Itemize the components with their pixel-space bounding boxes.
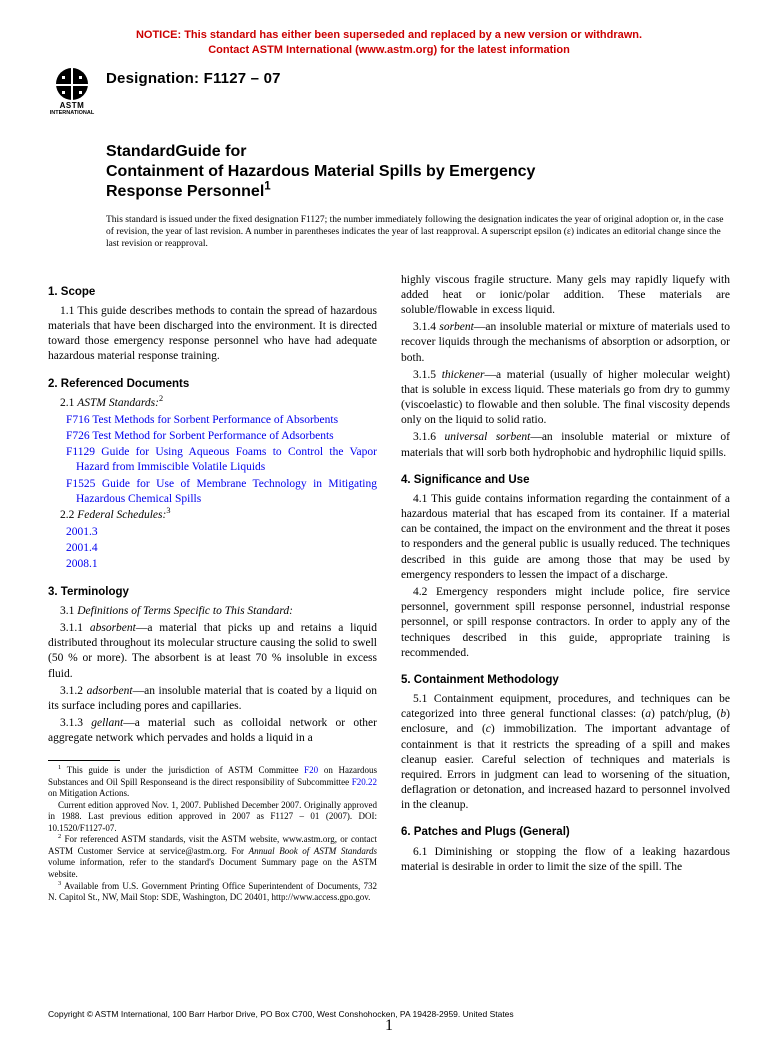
s1-p1: 1.1 This guide describes methods to cont… [48,304,377,365]
s5-p1: 5.1 Containment equipment, procedures, a… [401,692,730,813]
fn1: 1 This guide is under the jurisdiction o… [48,765,377,800]
s1-head: 1. Scope [48,285,377,300]
body-columns: 1. Scope 1.1 This guide describes method… [48,273,730,904]
notice-banner: NOTICE: This standard has either been su… [48,28,730,58]
designation: Designation: F1127 – 07 [106,70,281,87]
title-line1: StandardGuide for [106,142,730,162]
s2-r1: F716 Test Methods for Sorbent Performanc… [48,413,377,428]
s2-r3: F1129 Guide for Using Aqueous Foams to C… [48,445,377,475]
s4-p1: 4.1 This guide contains information rega… [401,492,730,583]
s2-head: 2. Referenced Documents [48,377,377,392]
astm-logo: INTERNATIONAL ASTM [48,66,96,118]
s3-p0: 3.1 Definitions of Terms Specific to Thi… [48,604,377,619]
issued-note: This standard is issued under the fixed … [106,214,730,251]
footnote-rule [48,760,120,761]
s2-r2: F726 Test Method for Sorbent Performance… [48,429,377,444]
svg-text:ASTM: ASTM [60,101,85,110]
s4-p2: 4.2 Emergency responders might include p… [401,585,730,661]
page-number: 1 [0,1017,778,1035]
s6-p1: 6.1 Diminishing or stopping the flow of … [401,845,730,875]
s2-p2: 2.2 Federal Schedules:3 [48,508,377,523]
s2-fs1: 2001.3 [48,525,377,540]
footnotes: 1 This guide is under the jurisdiction o… [48,765,377,903]
title-block: StandardGuide for Containment of Hazardo… [106,142,730,202]
title-line2: Containment of Hazardous Material Spills… [106,162,730,182]
s3-p3: 3.1.3 gellant—a material such as colloid… [48,716,377,746]
s3-p1: 3.1.1 absorbent—a material that picks up… [48,621,377,682]
fn1b: Current edition approved Nov. 1, 2007. P… [48,800,377,835]
s5-head: 5. Containment Methodology [401,673,730,688]
s2-fs2: 2001.4 [48,541,377,556]
title-line3: Response Personnel1 [106,182,730,202]
s6-head: 6. Patches and Plugs (General) [401,825,730,840]
column-left: 1. Scope 1.1 This guide describes method… [48,273,377,904]
s3-p6: 3.1.6 universal sorbent—an insoluble mat… [401,430,730,460]
notice-line2: Contact ASTM International (www.astm.org… [208,44,570,56]
s3-head: 3. Terminology [48,585,377,600]
s2-r4: F1525 Guide for Use of Membrane Technolo… [48,477,377,507]
s3-p5: 3.1.5 thickener—a material (usually of h… [401,368,730,429]
s3-p2: 3.1.2 adsorbent—an insoluble material th… [48,684,377,714]
s4-head: 4. Significance and Use [401,473,730,488]
header-row: INTERNATIONAL ASTM Designation: F1127 – … [48,66,730,118]
s3-p4: 3.1.4 sorbent—an insoluble material or m… [401,320,730,366]
s2-p1: 2.1 ASTM Standards:2 [48,396,377,411]
column-right: highly viscous fragile structure. Many g… [401,273,730,904]
notice-line1: NOTICE: This standard has either been su… [136,29,642,41]
fn2: 2 For referenced ASTM standards, visit t… [48,834,377,880]
s3-p3c: highly viscous fragile structure. Many g… [401,273,730,319]
svg-text:INTERNATIONAL: INTERNATIONAL [50,110,95,116]
s2-fs3: 2008.1 [48,557,377,572]
fn3: 3 Available from U.S. Government Printin… [48,881,377,904]
